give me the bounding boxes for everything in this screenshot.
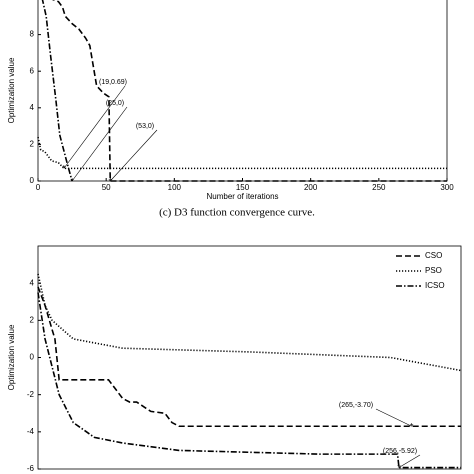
annotation: (256,-5.92) xyxy=(383,448,417,455)
annotation-arrow xyxy=(63,85,126,169)
y-axis-label: Optimization value xyxy=(7,324,16,390)
annotation-point: * xyxy=(70,176,74,186)
annotation: (25,0) xyxy=(106,100,124,107)
legend-label: CSO xyxy=(425,251,442,260)
annotation-point: * xyxy=(410,422,414,432)
annotation-point: * xyxy=(397,463,401,473)
x-tick-label: 100 xyxy=(168,183,182,192)
legend-label: ICSO xyxy=(425,281,445,290)
annotation-point: * xyxy=(62,164,66,174)
series-line xyxy=(51,0,447,182)
annotation: (19,0.69) xyxy=(99,79,127,86)
y-tick-label: 6 xyxy=(30,66,35,75)
plot-frame xyxy=(37,0,448,182)
series-line xyxy=(41,0,73,182)
series-line xyxy=(37,273,462,372)
caption: (c) D3 function convergence curve. xyxy=(159,207,315,219)
series-line xyxy=(37,286,461,428)
y-tick-label: -6 xyxy=(27,464,35,473)
y-tick-label: 8 xyxy=(30,30,35,39)
y-tick-label: 10 xyxy=(25,0,34,2)
series-line xyxy=(37,292,461,469)
y-tick-label: -4 xyxy=(27,427,35,436)
annotation: (265,-3.70) xyxy=(339,402,373,409)
y-tick-label: 0 xyxy=(30,176,35,185)
x-tick-label: 150 xyxy=(236,183,250,192)
x-axis-label: Number of iterations xyxy=(206,192,278,201)
series-line xyxy=(37,136,447,170)
y-tick-label: 2 xyxy=(30,315,35,324)
annotation-arrow xyxy=(71,106,128,182)
x-tick-label: 0 xyxy=(36,183,41,192)
y-tick-label: 0 xyxy=(30,353,35,362)
plot-frame xyxy=(37,245,462,470)
y-tick-label: 4 xyxy=(30,103,35,112)
x-tick-label: 200 xyxy=(304,183,318,192)
annotation-arrow xyxy=(398,454,421,468)
y-axis-label: Optimization value xyxy=(7,57,16,123)
annotation-point: * xyxy=(108,176,112,186)
annotation: (53,0) xyxy=(136,123,154,130)
y-tick-label: 4 xyxy=(30,278,35,287)
x-tick-label: 300 xyxy=(440,183,454,192)
y-tick-label: -2 xyxy=(27,390,35,399)
annotation-arrow xyxy=(375,408,412,427)
x-tick-label: 250 xyxy=(372,183,386,192)
legend-label: PSO xyxy=(425,266,442,275)
y-tick-label: 2 xyxy=(30,140,35,149)
x-tick-label: 50 xyxy=(102,183,111,192)
annotation-arrow xyxy=(110,129,158,182)
